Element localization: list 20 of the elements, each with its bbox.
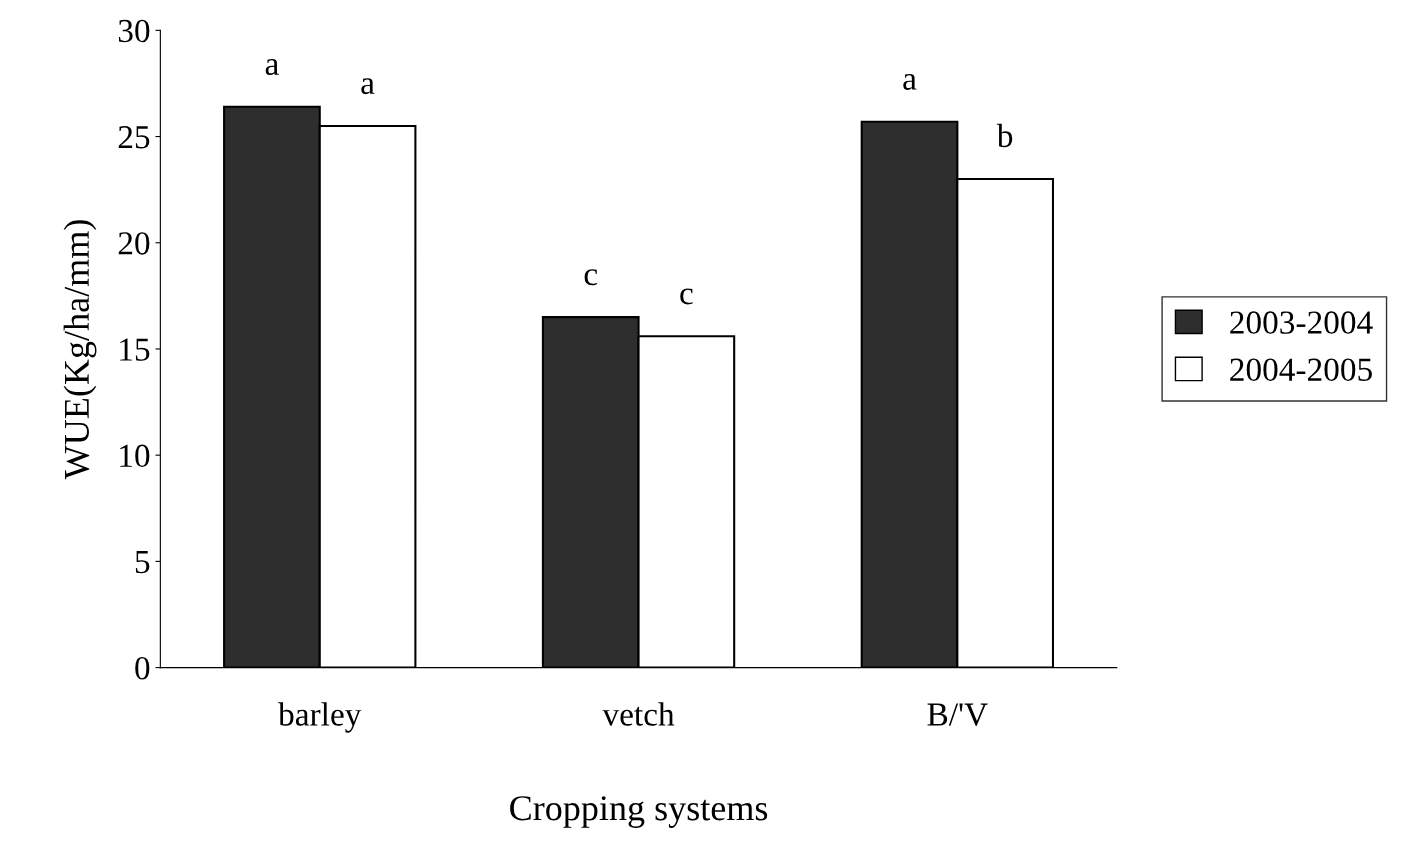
y-tick-label: 25 xyxy=(118,126,150,149)
legend-label: 2004-2005 xyxy=(1230,358,1372,381)
data-label: a xyxy=(903,73,917,90)
y-tick-label: 20 xyxy=(118,232,150,255)
data-label: b xyxy=(996,123,1013,148)
y-tick-label: 5 xyxy=(135,551,150,574)
x-tick-label: barley xyxy=(278,702,362,733)
y-tick-label: 10 xyxy=(120,444,150,468)
data-label: c xyxy=(680,288,693,305)
y-tick-label: 15 xyxy=(120,338,150,361)
x-axis-title: Cropping systems xyxy=(510,796,768,828)
data-label: c xyxy=(584,269,598,286)
y-tick-label: 30 xyxy=(118,19,150,43)
y-axis-title: WUE(Kg/ha/mm) xyxy=(63,220,97,480)
y-tick-label: 0 xyxy=(135,656,150,680)
data-label: a xyxy=(265,59,279,76)
x-tick-label: vetch xyxy=(602,702,675,726)
x-tick-label: B/'V xyxy=(927,703,988,726)
data-label: a xyxy=(361,78,375,95)
legend-label: 2003-2004 xyxy=(1230,311,1373,334)
